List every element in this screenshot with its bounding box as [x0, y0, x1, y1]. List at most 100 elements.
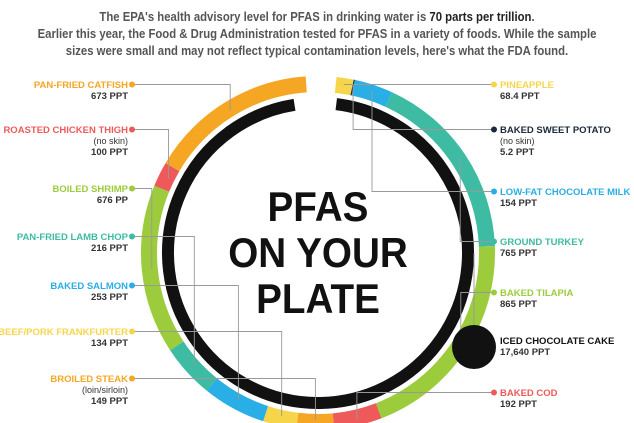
ring-segment-baked-salmon	[206, 378, 269, 422]
label-dot-icon	[491, 126, 497, 133]
ring-segment-broiled-steak	[297, 412, 334, 423]
label-name: PAN-FRIED LAMB CHOP	[17, 232, 129, 243]
leader-line-roasted-chicken-thigh	[132, 129, 169, 179]
leader-line-pineapple	[343, 84, 494, 85]
label-value: 765 PPT	[500, 248, 537, 259]
label-value: 216 PPT	[91, 243, 128, 254]
label-name: LOW-FAT CHOCOLATE MILK	[500, 187, 630, 198]
leader-line-pan-fried-lamb-chop	[132, 236, 195, 366]
ring-segment-beef-pork-frankfurter	[263, 406, 299, 423]
inner-ring-segment	[162, 98, 474, 409]
label-value: 68.4 PPT	[500, 91, 540, 102]
intro-line-3: sizes were small and may not reflect typ…	[65, 44, 569, 58]
label-value: 673 PPT	[91, 91, 128, 102]
center-title-line-2: ON YOUR	[228, 228, 408, 276]
intro-line-1-post: .	[531, 10, 535, 24]
leader-line-boiled-shrimp	[132, 188, 153, 269]
leader-line-ground-turkey	[459, 158, 494, 242]
label-dot-icon	[129, 328, 135, 335]
label-value: 17,640 PPT	[500, 347, 550, 358]
label-dot-icon	[491, 289, 497, 296]
center-title-line-1: PFAS	[268, 182, 369, 230]
label-name: BAKED COD	[500, 388, 558, 399]
label-name: BAKED TILAPIA	[500, 288, 574, 299]
label-value: 865 PPT	[500, 299, 537, 310]
ring-segment-boiled-shrimp	[141, 185, 184, 351]
label-dot-icon	[129, 375, 135, 382]
leader-line-baked-tilapia	[460, 292, 494, 347]
ring-segment-baked-cod	[332, 403, 382, 423]
label-name: ICED CHOCOLATE CAKE	[500, 336, 614, 347]
leader-line-baked-cod	[356, 392, 494, 420]
center-title-line-3: PLATE	[256, 274, 380, 322]
leader-line-low-fat-chocolate-milk	[371, 90, 494, 192]
leader-line-beef-pork-frankfurter	[132, 331, 283, 416]
intro-line-2: Earlier this year, the Food & Drug Admin…	[37, 27, 597, 41]
label-dot-icon	[129, 185, 135, 192]
ring-segment-pineapple	[334, 76, 354, 96]
label-name: PAN-FRIED CATFISH	[34, 80, 128, 91]
label-name: BOILED SHRIMP	[53, 184, 129, 195]
label-value: 253 PPT	[91, 292, 128, 303]
outer-ring-segments	[141, 76, 495, 423]
label-name: BROILED STEAK	[50, 374, 128, 385]
label-roasted-chicken-thigh: ROASTED CHICKEN THIGH(no skin)100 PPT	[3, 125, 135, 158]
label-dot-icon	[491, 188, 497, 195]
label-name: BAKED SWEET POTATO	[500, 125, 611, 136]
label-value: 676 PP	[97, 195, 129, 206]
leader-lines	[132, 84, 494, 420]
label-name: BAKED SALMON	[50, 281, 128, 292]
label-value: 100 PPT	[91, 147, 128, 158]
leader-line-broiled-steak	[132, 378, 316, 420]
label-dot-icon	[491, 389, 497, 396]
leader-line-pan-fried-catfish	[132, 84, 231, 111]
label-note: (loin/sirloin)	[82, 385, 128, 395]
label-name: BEEF/PORK FRANKFURTER	[0, 327, 128, 338]
label-name: PINEAPPLE	[500, 80, 554, 91]
leader-line-baked-salmon	[132, 285, 239, 400]
label-dot-icon	[129, 233, 135, 240]
leader-line-baked-sweet-potato	[352, 85, 494, 130]
label-value: 154 PPT	[500, 198, 537, 209]
label-name: GROUND TURKEY	[500, 237, 585, 248]
label-value: 5.2 PPT	[500, 147, 535, 158]
label-baked-sweet-potato: BAKED SWEET POTATO(no skin)5.2 PPT	[491, 125, 611, 158]
label-note: (no skin)	[500, 136, 535, 146]
label-dot-icon	[491, 238, 497, 245]
intro-line-1: The EPA's health advisory level for PFAS…	[32, 9, 603, 26]
intro-line-1-pre: The EPA's health advisory level for PFAS…	[99, 10, 430, 24]
label-broiled-steak: BROILED STEAK(loin/sirloin)149 PPT	[50, 374, 135, 407]
label-value: 149 PPT	[91, 396, 128, 407]
label-note: (no skin)	[93, 136, 128, 146]
intro-text: The EPA's health advisory level for PFAS…	[32, 9, 603, 60]
ring-segment-pan-fried-lamb-chop	[170, 341, 218, 391]
intro-highlight-epa-level: 70 parts per trillion	[429, 10, 532, 24]
label-dot-icon	[129, 282, 135, 289]
ring-segment-pan-fried-catfish	[165, 76, 307, 172]
cake-dot-icon	[452, 325, 496, 369]
label-value: 192 PPT	[500, 399, 537, 410]
label-dot-icon	[491, 81, 497, 88]
ring-segment-roasted-chicken-thigh	[154, 162, 180, 192]
ring-segment-low-fat-chocolate-milk	[351, 79, 393, 107]
label-name: ROASTED CHICKEN THIGH	[3, 125, 128, 136]
ring-segment-ground-turkey	[385, 92, 495, 247]
ring-segment-iced-chocolate-cake	[162, 98, 474, 409]
label-value: 134 PPT	[91, 338, 128, 349]
label-dot-icon	[129, 126, 135, 133]
label-dot-icon	[129, 81, 135, 88]
